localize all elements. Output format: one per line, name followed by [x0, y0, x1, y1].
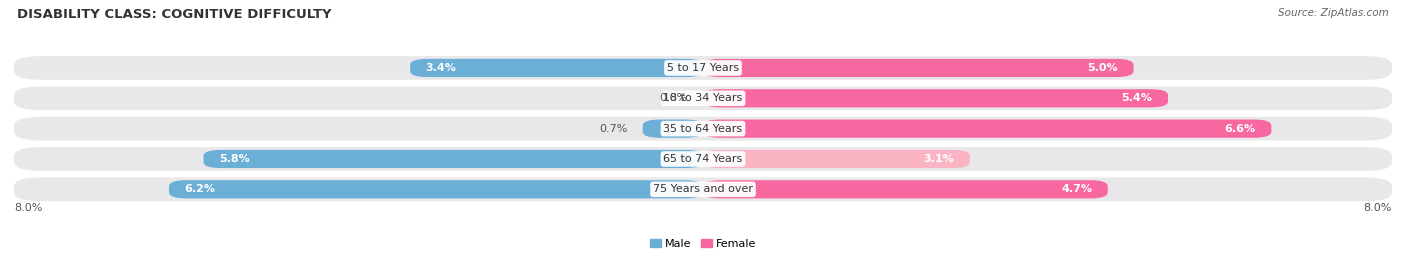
Text: 8.0%: 8.0%: [1364, 203, 1392, 213]
Text: 5.0%: 5.0%: [1087, 63, 1118, 73]
FancyBboxPatch shape: [14, 87, 1392, 110]
Legend: Male, Female: Male, Female: [650, 239, 756, 248]
Text: 6.6%: 6.6%: [1225, 124, 1256, 134]
FancyBboxPatch shape: [703, 89, 1168, 107]
Text: 5 to 17 Years: 5 to 17 Years: [666, 63, 740, 73]
Text: 3.4%: 3.4%: [426, 63, 457, 73]
Text: Source: ZipAtlas.com: Source: ZipAtlas.com: [1278, 8, 1389, 18]
Text: 18 to 34 Years: 18 to 34 Years: [664, 93, 742, 103]
FancyBboxPatch shape: [14, 56, 1392, 80]
FancyBboxPatch shape: [703, 59, 1133, 77]
Text: 0.7%: 0.7%: [599, 124, 627, 134]
Text: 75 Years and over: 75 Years and over: [652, 184, 754, 194]
Text: 0.0%: 0.0%: [659, 93, 688, 103]
FancyBboxPatch shape: [643, 120, 703, 138]
Text: 5.8%: 5.8%: [219, 154, 250, 164]
FancyBboxPatch shape: [703, 150, 970, 168]
FancyBboxPatch shape: [411, 59, 703, 77]
Text: DISABILITY CLASS: COGNITIVE DIFFICULTY: DISABILITY CLASS: COGNITIVE DIFFICULTY: [17, 8, 332, 21]
Text: 3.1%: 3.1%: [924, 154, 955, 164]
FancyBboxPatch shape: [204, 150, 703, 168]
Text: 35 to 64 Years: 35 to 64 Years: [664, 124, 742, 134]
Text: 6.2%: 6.2%: [184, 184, 215, 194]
Text: 65 to 74 Years: 65 to 74 Years: [664, 154, 742, 164]
Text: 5.4%: 5.4%: [1122, 93, 1153, 103]
FancyBboxPatch shape: [14, 177, 1392, 201]
FancyBboxPatch shape: [703, 180, 1108, 198]
FancyBboxPatch shape: [703, 120, 1271, 138]
Text: 4.7%: 4.7%: [1062, 184, 1092, 194]
Text: 8.0%: 8.0%: [14, 203, 42, 213]
FancyBboxPatch shape: [14, 117, 1392, 140]
FancyBboxPatch shape: [169, 180, 703, 198]
FancyBboxPatch shape: [14, 147, 1392, 171]
